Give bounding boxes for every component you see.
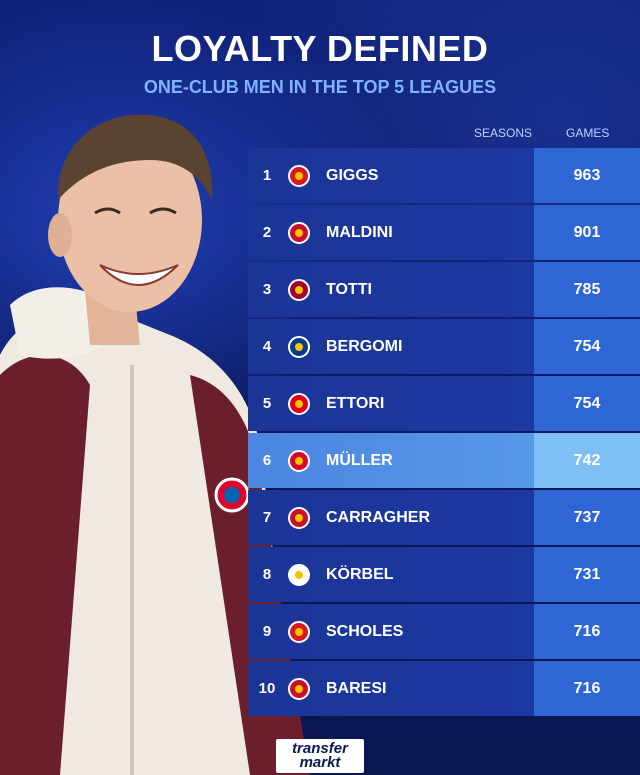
player-name: MALDINI: [326, 223, 393, 241]
games-value: 963: [534, 148, 640, 203]
brand-line-2: markt: [299, 754, 341, 771]
rank-number: 2: [262, 224, 272, 241]
player-name: KÖRBEL: [326, 565, 394, 583]
monaco-crest: [286, 391, 312, 417]
table-row: 8KÖRBEL19731: [248, 547, 640, 602]
games-value: 737: [534, 490, 640, 545]
games-value: 716: [534, 661, 640, 716]
games-value: 716: [534, 604, 640, 659]
transfermarkt-logo: transfer markt: [276, 739, 364, 773]
rank-number: 4: [262, 338, 272, 355]
table-row: 10BARESI20716: [248, 661, 640, 716]
ac-milan-crest: [286, 220, 312, 246]
manchester-united-crest: [286, 163, 312, 189]
rank-number: 5: [262, 395, 272, 412]
rank-number: 8: [262, 566, 272, 583]
table-row: 3TOTTI25785: [248, 262, 640, 317]
rank-number: 10: [258, 680, 276, 697]
table-row: 9SCHOLES19716: [248, 604, 640, 659]
manchester-united-crest: [286, 619, 312, 645]
games-value: 901: [534, 205, 640, 260]
games-value: 754: [534, 376, 640, 431]
rank-number: 6: [262, 452, 272, 469]
player-name: GIGGS: [326, 166, 379, 184]
eintracht-crest: [286, 562, 312, 588]
bayern-crest: [286, 448, 312, 474]
table-row: 2MALDINI25901: [248, 205, 640, 260]
player-name: SCHOLES: [326, 622, 404, 640]
table-row: 7CARRAGHER17737: [248, 490, 640, 545]
rank-number: 1: [262, 167, 272, 184]
player-name: ETTORI: [326, 394, 385, 412]
as-roma-crest: [286, 277, 312, 303]
inter-crest: [286, 334, 312, 360]
rank-number: 9: [262, 623, 272, 640]
player-name: BARESI: [326, 679, 387, 697]
table-row: 4BERGOMI20754: [248, 319, 640, 374]
brand-line-1: transfer: [292, 740, 348, 757]
seasons-column-header: SEASONS: [474, 126, 533, 140]
table-row: 1GIGGS24963: [248, 148, 640, 203]
rankings-table: 1GIGGS249632MALDINI259013TOTTI257854BERG…: [248, 148, 640, 718]
games-value: 731: [534, 547, 640, 602]
player-name: BERGOMI: [326, 337, 403, 355]
table-row: 6MÜLLER17742: [248, 433, 640, 488]
games-value: 785: [534, 262, 640, 317]
rank-number: 7: [262, 509, 272, 526]
games-value: 754: [534, 319, 640, 374]
rank-number: 3: [262, 281, 272, 298]
games-column-header: GAMES: [566, 126, 610, 140]
liverpool-crest: [286, 505, 312, 531]
ac-milan-crest: [286, 676, 312, 702]
page-title: LOYALTY DEFINED: [151, 28, 489, 69]
player-name: TOTTI: [326, 280, 372, 298]
games-value: 742: [534, 433, 640, 488]
player-name: CARRAGHER: [326, 508, 430, 526]
player-name: MÜLLER: [326, 451, 393, 469]
page-subtitle: ONE-CLUB MEN IN THE TOP 5 LEAGUES: [143, 77, 497, 97]
table-row: 5ETTORI19754: [248, 376, 640, 431]
